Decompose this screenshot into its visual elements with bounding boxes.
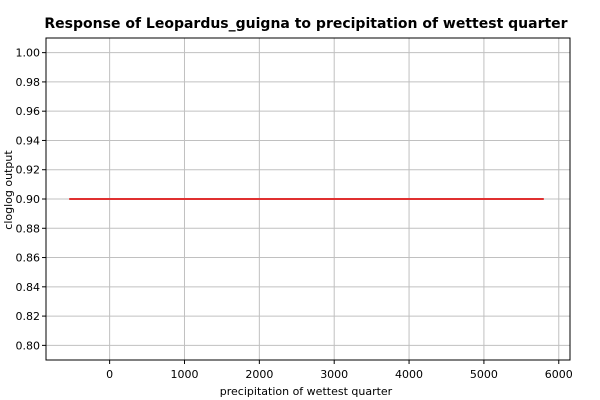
x-tick-label: 5000	[470, 368, 498, 381]
x-tick-label: 0	[106, 368, 113, 381]
grid-lines	[46, 38, 570, 360]
y-tick-label: 0.98	[16, 76, 41, 89]
y-tick-label: 0.84	[16, 281, 41, 294]
y-tick-label: 1.00	[16, 47, 41, 60]
x-tick-label: 4000	[395, 368, 423, 381]
y-tick-label: 0.82	[16, 310, 41, 323]
y-axis-ticks: 0.80 0.82 0.84 0.86 0.88 0.90 0.92 0.94 0.96 0.98…	[16, 47, 46, 352]
x-axis-label: precipitation of wettest quarter	[220, 385, 393, 398]
y-tick-label: 0.94	[16, 134, 41, 147]
y-tick-label: 0.96	[16, 105, 41, 118]
y-tick-label: 0.90	[16, 193, 41, 206]
chart-title: Response of Leopardus_guigna to precipit…	[44, 16, 567, 32]
y-tick-label: 0.86	[16, 252, 41, 265]
x-tick-label: 2000	[245, 368, 273, 381]
y-tick-label: 0.80	[16, 339, 41, 352]
x-tick-label: 1000	[170, 368, 198, 381]
y-axis-label: cloglog output	[2, 150, 15, 230]
y-tick-label: 0.92	[16, 164, 41, 177]
x-tick-label: 3000	[320, 368, 348, 381]
x-tick-label: 6000	[545, 368, 573, 381]
x-axis-ticks: 0 1000 2000 3000 4000 5000 6000	[106, 360, 573, 381]
y-tick-label: 0.88	[16, 222, 41, 235]
